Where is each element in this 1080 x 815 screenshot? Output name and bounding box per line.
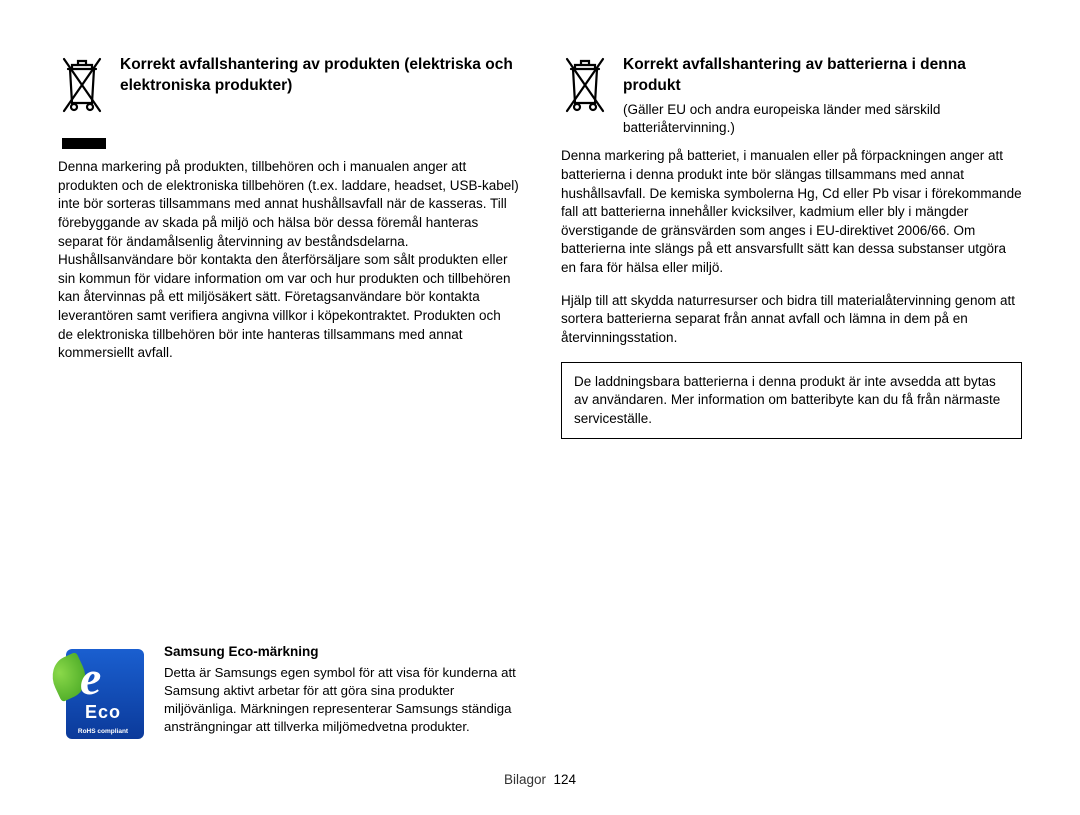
left-body-paragraph: Denna markering på produkten, tillbehöre… xyxy=(58,158,519,363)
footer-page-number: 124 xyxy=(554,772,577,787)
left-heading: Korrekt avfallshantering av produkten (e… xyxy=(120,55,519,97)
right-column: Korrekt avfallshantering av batterierna … xyxy=(561,55,1022,439)
battery-bin-icon xyxy=(561,55,609,124)
page-footer: Bilagor 124 xyxy=(0,772,1080,787)
left-body: Denna markering på produkten, tillbehöre… xyxy=(58,158,519,363)
eco-badge-text: Eco xyxy=(58,702,148,723)
left-header-row: Korrekt avfallshantering av produkten (e… xyxy=(58,55,519,124)
eco-body: Detta är Samsungs egen symbol för att vi… xyxy=(164,664,528,737)
right-header-text: Korrekt avfallshantering av batterierna … xyxy=(623,55,1022,137)
battery-notice-box: De laddningsbara batterierna i denna pro… xyxy=(561,362,1022,440)
right-body-p1: Denna markering på batteriet, i manualen… xyxy=(561,147,1022,277)
left-column: Korrekt avfallshantering av produkten (e… xyxy=(58,55,519,439)
right-body: Denna markering på batteriet, i manualen… xyxy=(561,147,1022,347)
right-heading: Korrekt avfallshantering av batterierna … xyxy=(623,55,1022,97)
weee-bin-icon xyxy=(58,55,106,124)
eco-text: Samsung Eco-märkning Detta är Samsungs e… xyxy=(164,643,528,737)
eco-block: e Eco RoHS compliant Samsung Eco-märknin… xyxy=(58,643,528,741)
right-body-p2: Hjälp till att skydda naturresurser och … xyxy=(561,292,1022,348)
right-header-row: Korrekt avfallshantering av batterierna … xyxy=(561,55,1022,137)
eco-badge-icon: e Eco RoHS compliant xyxy=(58,643,148,741)
black-bar-decor xyxy=(62,138,106,149)
footer-section: Bilagor xyxy=(504,772,546,787)
eco-badge-rohs: RoHS compliant xyxy=(58,728,148,735)
right-subnote: (Gäller EU och andra europeiska länder m… xyxy=(623,101,1022,137)
eco-title: Samsung Eco-märkning xyxy=(164,643,528,662)
